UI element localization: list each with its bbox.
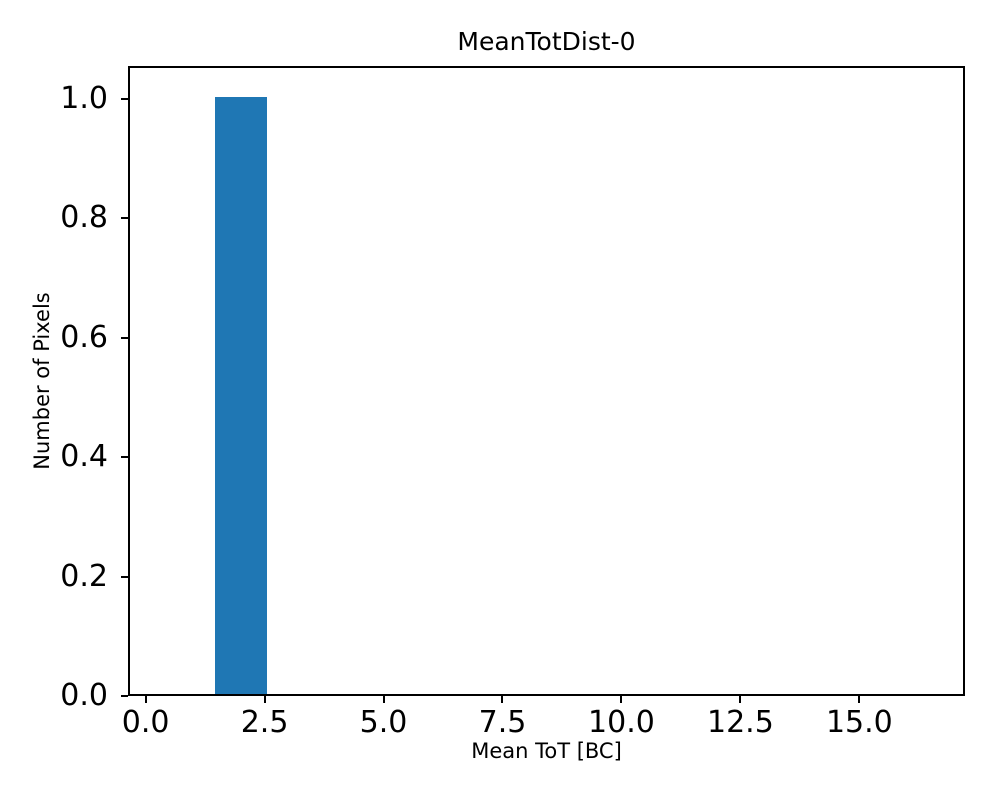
x-tick-label: 7.5 [478,705,527,740]
y-tick-mark [121,695,128,697]
y-tick-mark [121,456,128,459]
y-tick-label: 0.8 [60,200,108,236]
x-tick-label: 0.0 [121,705,170,740]
x-tick-mark [382,696,385,703]
y-tick-label: 0.6 [60,319,108,355]
x-tick-mark [144,696,147,703]
x-tick-label: 5.0 [359,705,408,740]
x-tick-mark [858,696,861,703]
histogram-bar [214,96,267,694]
y-tick-mark [121,97,128,100]
x-tick-mark [739,696,742,703]
y-tick-mark [121,575,128,578]
page-title: MeanTotDist-0 [457,27,636,56]
x-tick-mark [501,696,504,703]
y-tick-label: 0.0 [60,678,108,713]
x-tick-label: 2.5 [240,705,289,740]
plot-axes-frame [128,66,965,696]
plot-canvas [130,68,963,694]
x-tick-label: 15.0 [825,705,893,740]
x-tick-mark [263,696,266,703]
y-tick-label: 0.4 [60,439,108,475]
y-tick-mark [121,217,128,220]
x-tick-label: 10.0 [588,705,655,740]
x-axis-label: Mean ToT [BC] [471,739,622,763]
y-tick-label: 1.0 [60,80,108,116]
y-axis-label: Number of Pixels [30,292,54,470]
y-tick-mark [121,336,128,339]
x-tick-mark [620,696,623,703]
y-tick-label: 0.2 [60,558,108,594]
x-tick-label: 12.5 [706,705,774,740]
